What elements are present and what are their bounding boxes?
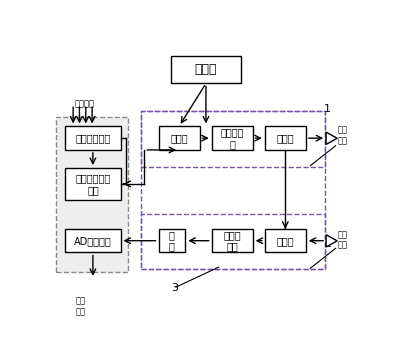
- Text: 功率放大
器: 功率放大 器: [220, 127, 244, 149]
- Text: 雷达
数据: 雷达 数据: [76, 297, 86, 316]
- Text: 调制器: 调制器: [170, 133, 188, 143]
- Text: 雷达主控逻辑: 雷达主控逻辑: [75, 133, 111, 143]
- FancyBboxPatch shape: [265, 126, 306, 150]
- FancyBboxPatch shape: [212, 229, 253, 252]
- FancyBboxPatch shape: [158, 229, 185, 252]
- FancyBboxPatch shape: [65, 229, 121, 252]
- Text: 带通滤
波器: 带通滤 波器: [223, 230, 241, 252]
- FancyBboxPatch shape: [65, 168, 121, 200]
- Text: 2: 2: [324, 239, 331, 249]
- FancyBboxPatch shape: [56, 117, 129, 272]
- Polygon shape: [326, 235, 337, 247]
- Text: 3: 3: [171, 283, 178, 293]
- Text: AD采样模块: AD采样模块: [74, 236, 112, 246]
- Text: 放
大: 放 大: [169, 230, 175, 252]
- Text: 控制命令: 控制命令: [74, 99, 94, 108]
- FancyBboxPatch shape: [212, 126, 253, 150]
- Text: 产生线性调频
信号: 产生线性调频 信号: [75, 173, 111, 195]
- FancyBboxPatch shape: [265, 229, 306, 252]
- Text: 混频器: 混频器: [277, 236, 294, 246]
- Text: 发射
天线: 发射 天线: [338, 126, 348, 145]
- FancyBboxPatch shape: [171, 56, 241, 84]
- FancyBboxPatch shape: [65, 126, 121, 150]
- Polygon shape: [326, 132, 337, 144]
- Text: 接收
天线: 接收 天线: [338, 230, 348, 250]
- Text: 频率源: 频率源: [195, 63, 217, 76]
- Text: 1: 1: [324, 104, 331, 114]
- Text: 耦合器: 耦合器: [277, 133, 294, 143]
- FancyBboxPatch shape: [158, 126, 200, 150]
